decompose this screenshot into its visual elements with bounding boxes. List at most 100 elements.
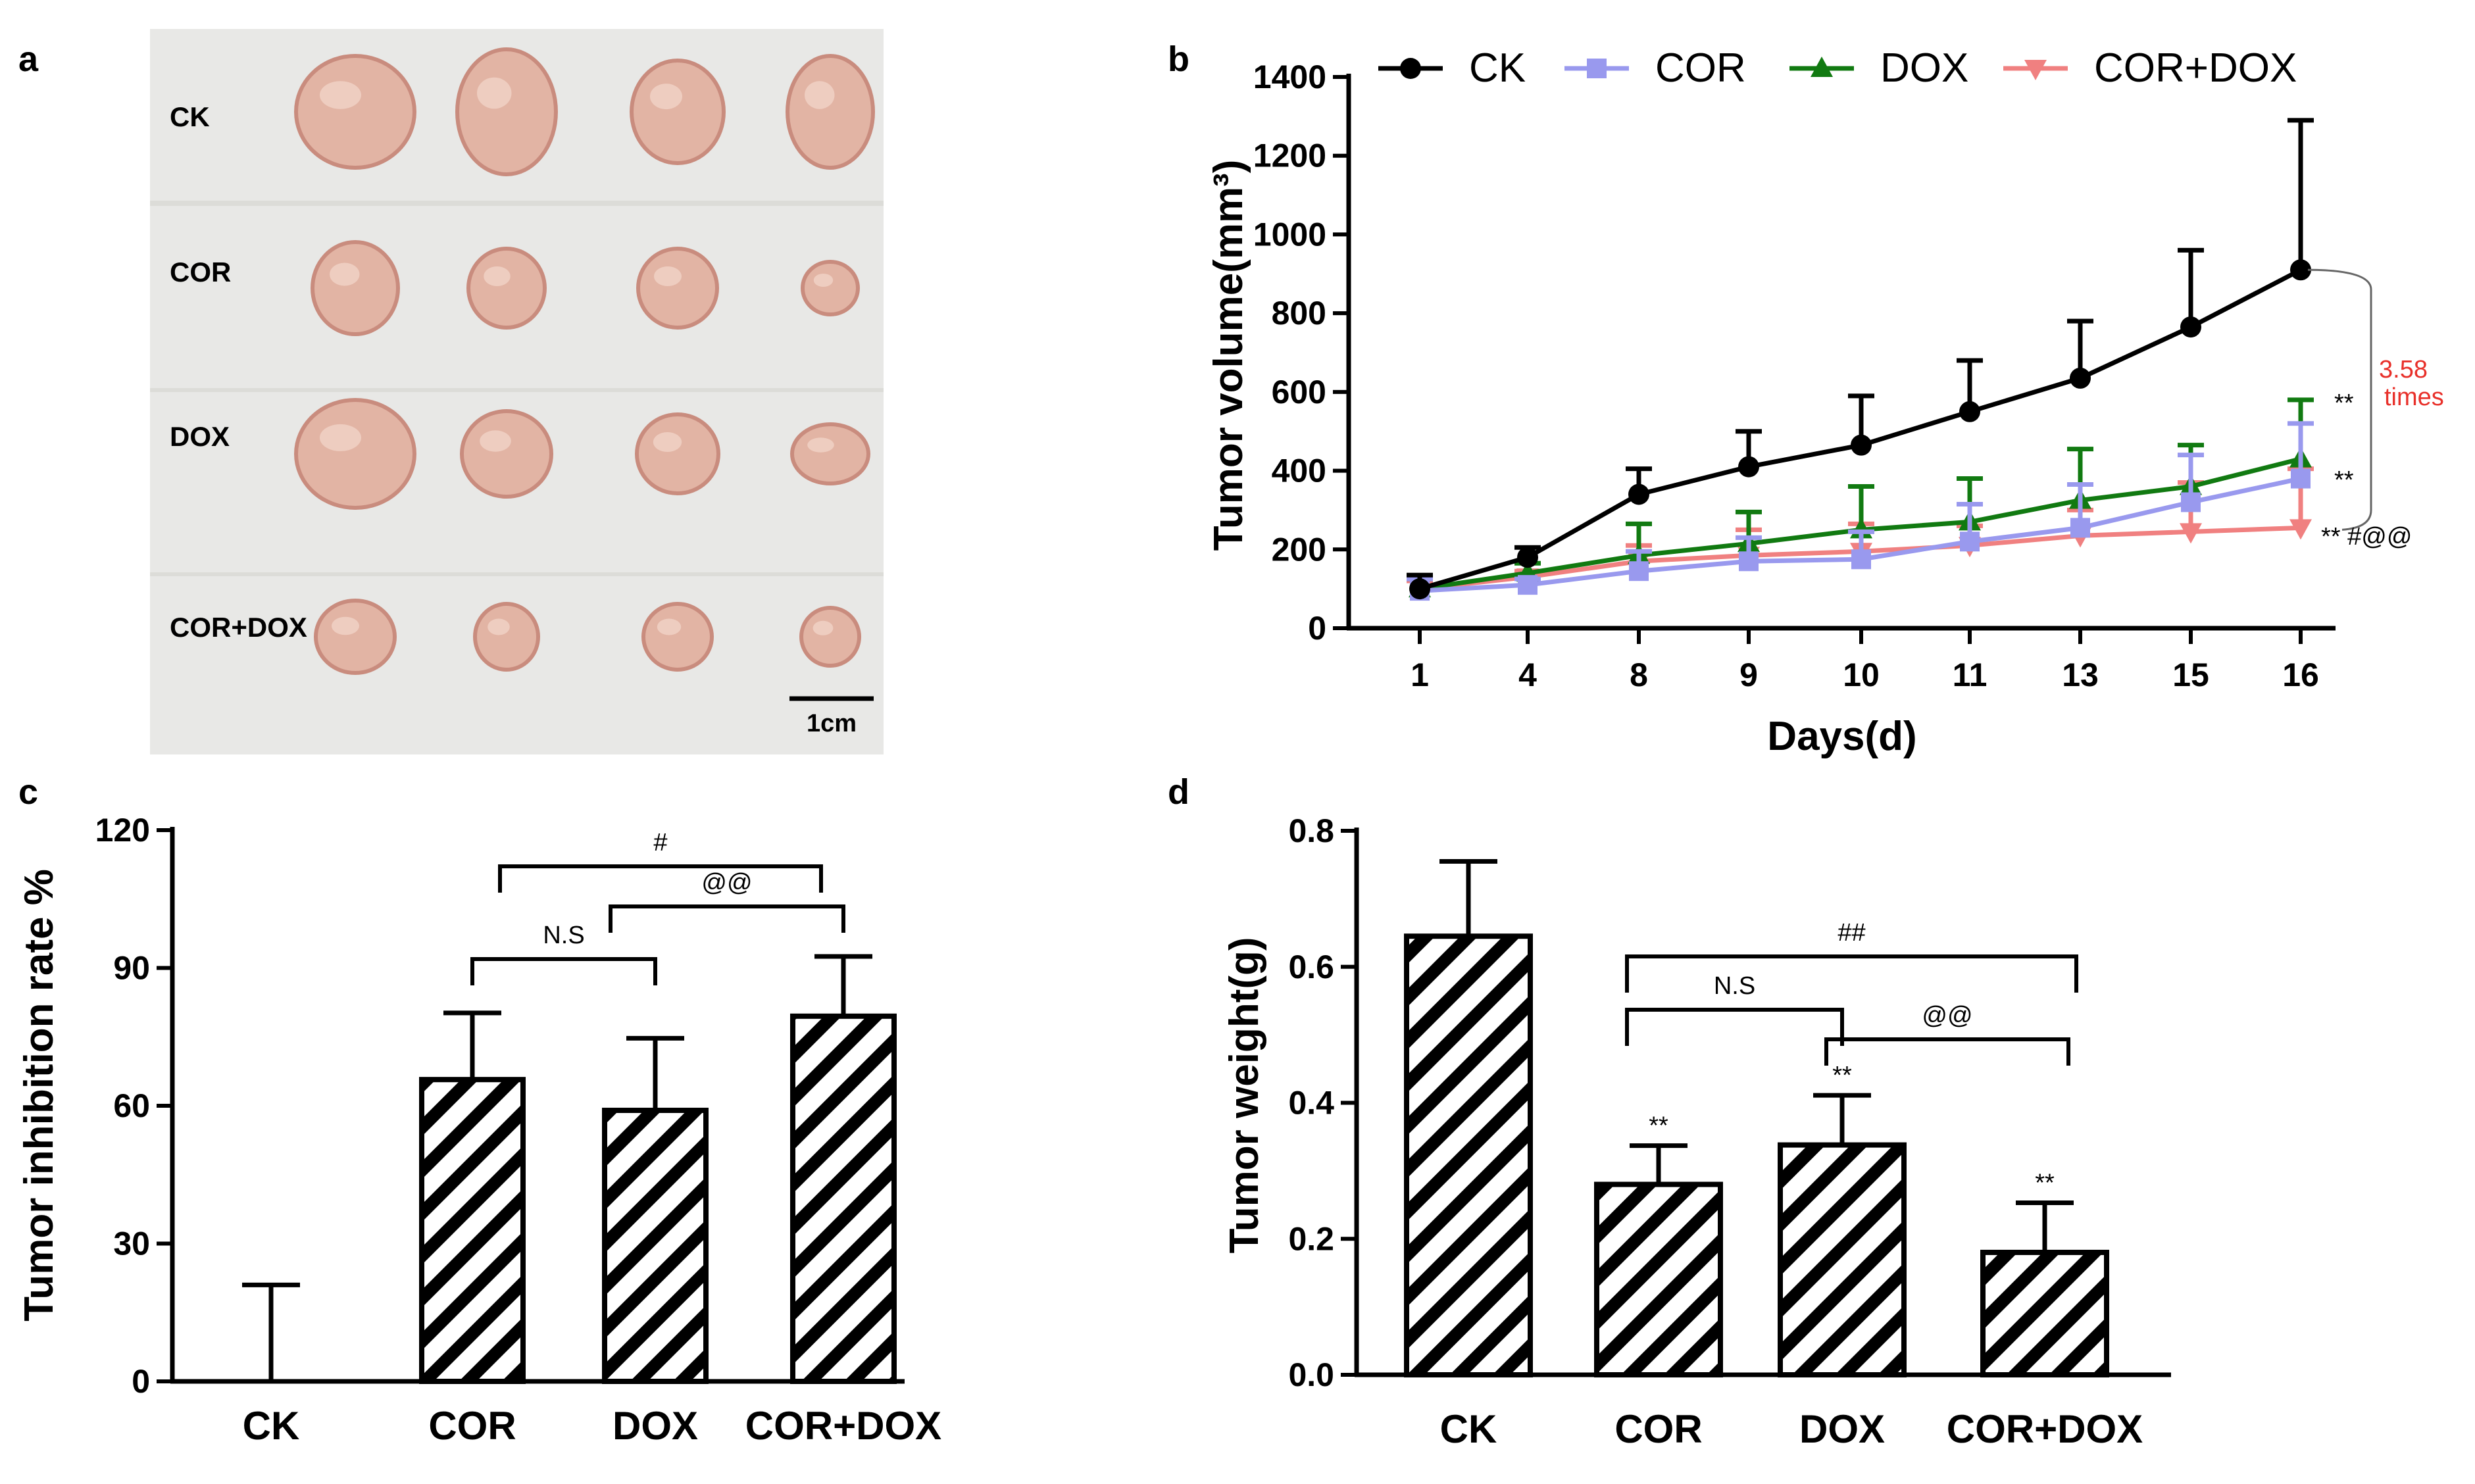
y-axis-title: Tumor inhibition rate % — [16, 869, 62, 1322]
data-point — [1960, 532, 1980, 552]
bar — [602, 1107, 709, 1384]
x-tick-label: DOX — [1799, 1407, 1885, 1451]
data-point — [2180, 523, 2202, 544]
legend-item: CK — [1378, 45, 1526, 91]
significance-bracket: @@ — [609, 869, 845, 933]
x-tick-label: 13 — [2062, 656, 2099, 693]
y-tick-label: 60 — [113, 1087, 150, 1124]
tumor-highlight — [332, 616, 359, 635]
bar — [1594, 1181, 1723, 1378]
tumor-sample — [636, 247, 719, 330]
tumor-sample — [630, 59, 726, 165]
x-tick-label: COR+DOX — [745, 1404, 941, 1448]
bracket-label: ## — [1838, 919, 1865, 947]
tumor-highlight — [813, 274, 834, 287]
bracket-line — [470, 957, 657, 985]
bar-significance: ** — [1649, 1112, 1668, 1140]
tumor-sample — [311, 240, 400, 336]
scale-bar-label: 1cm — [807, 710, 857, 737]
legend-item: COR+DOX — [2003, 45, 2297, 91]
data-point — [1400, 58, 1421, 79]
x-tick-label: COR — [1614, 1407, 1702, 1451]
panel-a: a CK COR DOX COR+DOX 1cm — [18, 29, 884, 754]
data-point — [1628, 483, 1649, 505]
tumor-sample — [460, 409, 553, 499]
data-point — [1517, 547, 1538, 568]
tumor-highlight — [488, 618, 510, 635]
legend-label: CK — [1469, 45, 1526, 91]
dox-significance: ** — [2334, 389, 2354, 417]
x-tick-label: 16 — [2282, 656, 2319, 693]
data-point — [1739, 551, 1759, 572]
panel-b: b 0 200 400 600 800 1000 1200 1400 1 4 8 9 10 11 13 15 1… — [1168, 39, 2444, 759]
tumor-highlight — [477, 77, 512, 109]
bracket-label: @@ — [1922, 1002, 1972, 1029]
bar — [419, 1077, 526, 1384]
y-tick-label: 1200 — [1253, 137, 1326, 174]
x-tick-label: 11 — [1953, 656, 1988, 693]
tumor-highlight — [813, 620, 834, 635]
bracket-line — [1625, 1008, 1844, 1046]
x-tick-label: DOX — [612, 1404, 698, 1448]
tumor-highlight — [650, 84, 682, 110]
data-point — [2180, 316, 2201, 338]
y-tick-label: 0.4 — [1288, 1085, 1334, 1122]
tumor-highlight — [480, 430, 511, 452]
tumor-sample — [801, 260, 860, 316]
y-tick-label: 1000 — [1253, 216, 1326, 253]
data-point — [2289, 519, 2312, 540]
tumor-sample — [799, 606, 861, 668]
tumor-highlight — [657, 618, 682, 635]
fold-value: 3.58 — [2379, 356, 2428, 383]
significance-bracket: # — [498, 829, 823, 893]
weight-bar-chart: 0.0 0.2 0.4 0.6 0.8 Tumor weight(g) CK COR ** DOX… — [1222, 812, 2171, 1451]
tumor-highlight — [320, 424, 361, 451]
photo-divider — [150, 388, 884, 392]
y-tick-label: 800 — [1272, 295, 1326, 332]
data-point — [1738, 456, 1759, 478]
x-tick-label: COR — [428, 1404, 516, 1448]
inhibition-bar-chart: 0 30 60 90 120 Tumor inhibition rate % CK COR DO… — [16, 812, 941, 1448]
x-tick-label: COR+DOX — [1947, 1407, 2143, 1451]
bar — [1404, 933, 1533, 1377]
fold-bracket — [2307, 268, 2372, 531]
panel-a-label: a — [18, 39, 39, 79]
photo-row-label-ck: CK — [170, 101, 210, 132]
legend-item: COR — [1564, 45, 1746, 91]
data-point — [2290, 259, 2311, 281]
y-tick-label: 0.6 — [1288, 949, 1334, 985]
significance-bracket: ## — [1625, 919, 2078, 993]
data-point — [2070, 367, 2091, 389]
panel-c-label: c — [18, 772, 38, 812]
x-tick-label: 10 — [1843, 656, 1880, 693]
panel-b-label: b — [1168, 39, 1189, 79]
y-tick-label: 0.2 — [1288, 1220, 1334, 1257]
data-point — [1409, 578, 1430, 600]
y-tick-label: 90 — [113, 950, 150, 987]
data-point — [1851, 434, 1872, 456]
data-point — [1851, 549, 1871, 570]
tumor-highlight — [805, 81, 835, 109]
tumor-sample — [294, 398, 416, 510]
tumor-highlight — [330, 262, 360, 286]
tumor-sample — [641, 602, 714, 672]
x-tick-label: 1 — [1411, 656, 1429, 693]
x-tick-label: 4 — [1518, 656, 1537, 693]
data-point — [2181, 492, 2201, 512]
cor-significance: ** — [2334, 466, 2354, 494]
bracket-line — [498, 864, 823, 893]
y-tick-label: 0 — [132, 1363, 150, 1400]
data-point — [1959, 401, 1980, 422]
x-tick-label: CK — [1440, 1407, 1497, 1451]
series-ck — [1407, 118, 2314, 600]
y-tick-label: 1400 — [1253, 59, 1326, 95]
y-tick-label: 600 — [1272, 374, 1326, 410]
tumor-sample — [455, 47, 558, 176]
y-tick-label: 0 — [1308, 610, 1326, 647]
panel-c: c 0 30 60 90 120 Tumor inhibition rate % CK COR… — [16, 772, 941, 1448]
data-point — [1587, 59, 1607, 78]
tumor-sample — [790, 422, 870, 485]
photo-row-label-cor: COR — [170, 257, 231, 287]
tumor-highlight — [654, 266, 682, 286]
